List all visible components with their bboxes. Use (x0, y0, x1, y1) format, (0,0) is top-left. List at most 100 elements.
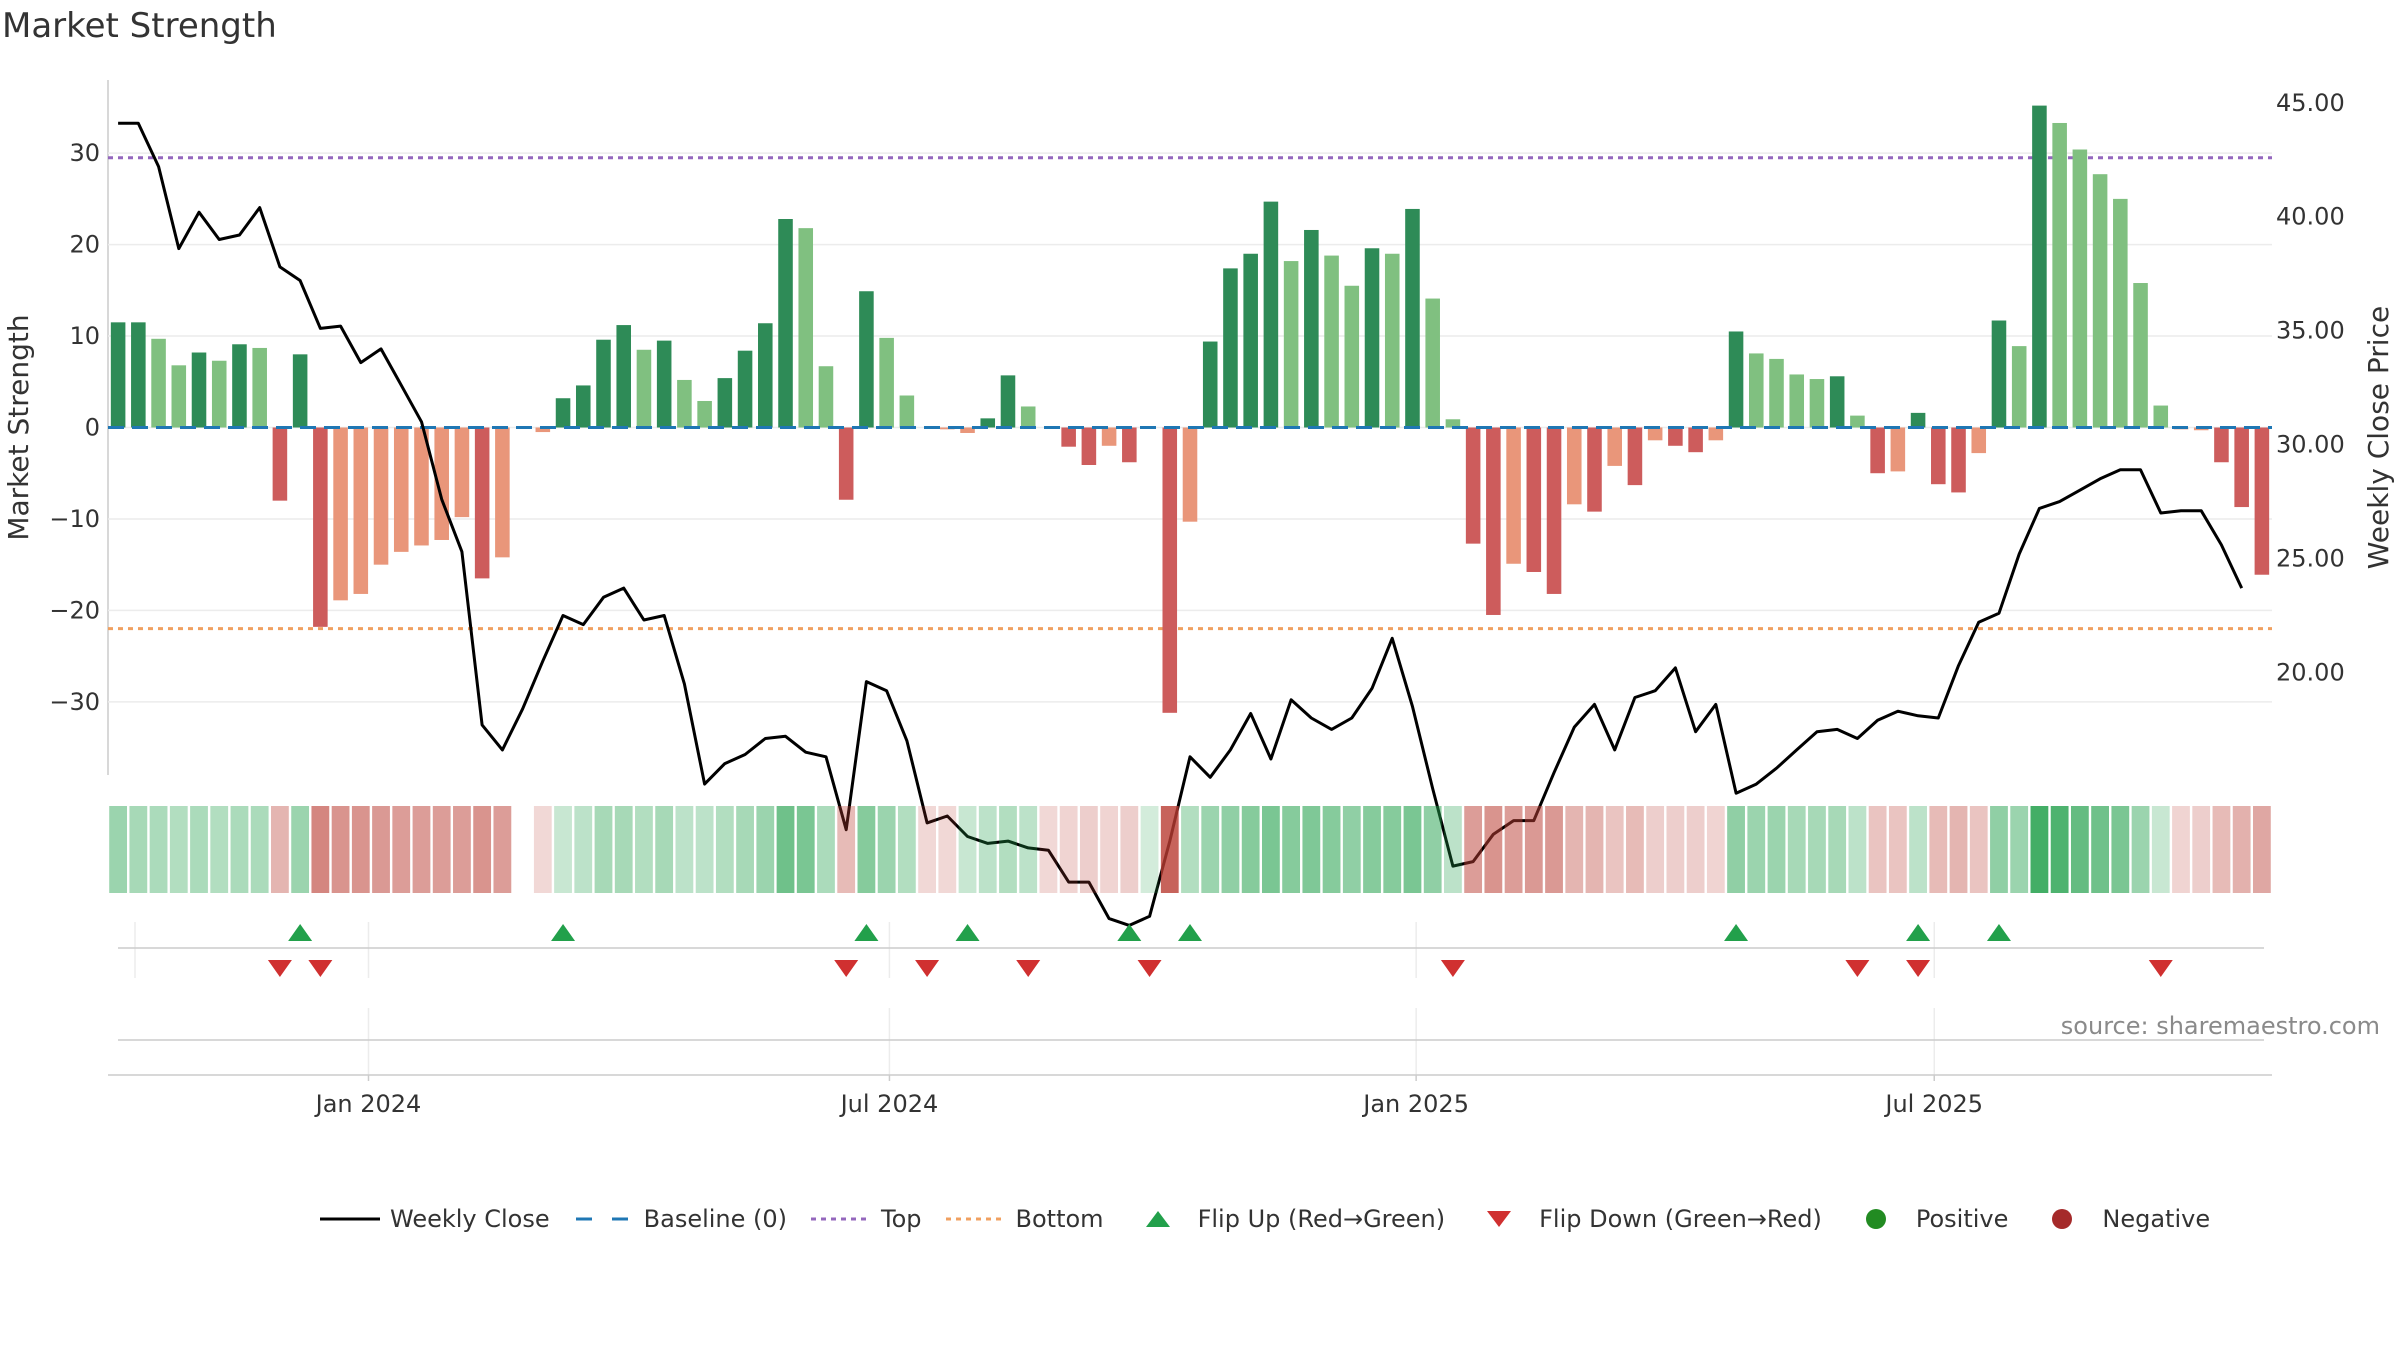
legend-label: Flip Down (Green→Red) (1539, 1205, 1822, 1233)
strength-strip-cell (1383, 806, 1402, 893)
strength-bar (1668, 427, 1683, 446)
strength-strip-cell (372, 806, 390, 893)
y2-tick-label: 35.00 (2276, 317, 2345, 345)
strength-strip-cell (1282, 806, 1301, 893)
strength-strip-cell (311, 806, 330, 893)
strength-strip-cell (817, 806, 835, 893)
strength-bar (353, 427, 369, 594)
strength-bar (1324, 255, 1339, 428)
x-tick-label: Jan 2025 (1361, 1090, 1469, 1118)
strength-bar (171, 365, 187, 428)
strength-strip-cell (1100, 806, 1119, 893)
strength-bar (333, 427, 348, 601)
legend-item-bottom: Bottom (945, 1205, 1104, 1233)
flip-down-legend-icon (1487, 1211, 1512, 1227)
strength-strip-cell (230, 806, 249, 893)
strength-bar (414, 427, 429, 546)
strength-strip-cell (1241, 806, 1260, 893)
top-legend-icon (811, 1217, 872, 1221)
strength-bar (1506, 427, 1521, 564)
legend-item-flip-down: Flip Down (Green→Red) (1469, 1205, 1822, 1233)
flip-down-marker (267, 960, 292, 977)
flip-down-marker (1016, 960, 1041, 977)
legend-label: Baseline (0) (643, 1205, 788, 1233)
strength-strip-cell (857, 806, 876, 893)
negative-legend-icon (2052, 1209, 2073, 1229)
strength-bar (899, 395, 915, 428)
strength-strip-cell (1585, 806, 1604, 893)
flip-down-marker (1906, 960, 1931, 977)
strength-strip-cell (1888, 806, 1907, 893)
strength-bar (1566, 427, 1582, 505)
strength-strip-cell (2252, 806, 2271, 893)
strength-strip-cell (1181, 806, 1199, 893)
strength-strip-cell (2030, 806, 2049, 893)
strength-strip-cell (2151, 806, 2170, 893)
strength-strip-cell (614, 806, 633, 893)
strength-strip-cell (1423, 806, 1442, 893)
strength-strip-cell (1666, 806, 1685, 893)
strength-strip-cell (1019, 806, 1038, 893)
strength-bar (232, 344, 247, 428)
strength-strip-cell (2172, 806, 2190, 893)
strength-bar (636, 349, 652, 428)
strength-strip-cell (2111, 806, 2130, 893)
strength-bar (211, 360, 227, 428)
flip-down-marker (2148, 960, 2173, 977)
strength-strip-cell (1059, 806, 1078, 893)
strength-bar (575, 385, 591, 428)
strength-bar (1627, 427, 1643, 486)
strength-strip-cell (2050, 806, 2069, 893)
source-label: source: sharemaestro.com (2060, 1012, 2380, 1040)
strength-strip-cell (1160, 806, 1179, 893)
strength-bar (1769, 358, 1784, 428)
strength-bar (1607, 427, 1622, 466)
strength-strip-cell (877, 806, 896, 893)
strength-bar (2052, 122, 2067, 428)
positive-legend-icon (1865, 1209, 1886, 1229)
strength-bar (495, 427, 510, 558)
y-tick-label: −30 (49, 688, 100, 716)
strength-strip-cell (1545, 806, 1563, 893)
flip-down-marker (1137, 960, 1162, 977)
strength-bar (656, 340, 672, 428)
legend-item-negative: Negative (2032, 1205, 2210, 1233)
strength-strip-cell (1322, 806, 1341, 893)
strength-strip-cell (2091, 806, 2109, 893)
strength-strip-cell (149, 806, 168, 893)
strength-strip-cell (1929, 806, 1948, 893)
strength-strip-cell (999, 806, 1017, 893)
strength-bar (1748, 353, 1764, 428)
strength-strip-cell (1484, 806, 1503, 893)
strength-strip-cell (2010, 806, 2029, 893)
strength-bar (1688, 427, 1703, 453)
strength-strip-cell (1686, 806, 1705, 893)
strength-bar (1162, 427, 1178, 713)
strength-strip-cell (1808, 806, 1826, 893)
strength-bar (1405, 208, 1420, 428)
strength-bar (616, 325, 632, 428)
strength-strip-cell (190, 806, 208, 893)
strength-bar (292, 354, 308, 428)
flip-down-marker (1845, 960, 1870, 977)
strength-strip-cell (1909, 806, 1927, 893)
strength-strip-cell (1039, 806, 1058, 893)
legend-item-flip-up: Flip Up (Red→Green) (1128, 1205, 1445, 1233)
strength-bar (1465, 427, 1481, 544)
flip-up-marker (1724, 924, 1749, 941)
strength-strip-cell (210, 806, 229, 893)
strength-strip-cell (1221, 806, 1240, 893)
flip-up-marker (551, 924, 576, 941)
strength-bar (1263, 201, 1279, 428)
strength-strip-cell (918, 806, 936, 893)
strength-bar (1344, 285, 1360, 428)
flip-down-marker (1440, 960, 1465, 977)
legend-item-positive: Positive (1846, 1205, 2008, 1233)
strength-bar (1708, 427, 1724, 441)
y-tick-label: 30 (69, 139, 100, 167)
strength-strip-cell (271, 806, 289, 893)
strength-bar (940, 427, 955, 430)
strength-strip-cell (736, 806, 754, 893)
flip-down-marker (915, 960, 940, 977)
